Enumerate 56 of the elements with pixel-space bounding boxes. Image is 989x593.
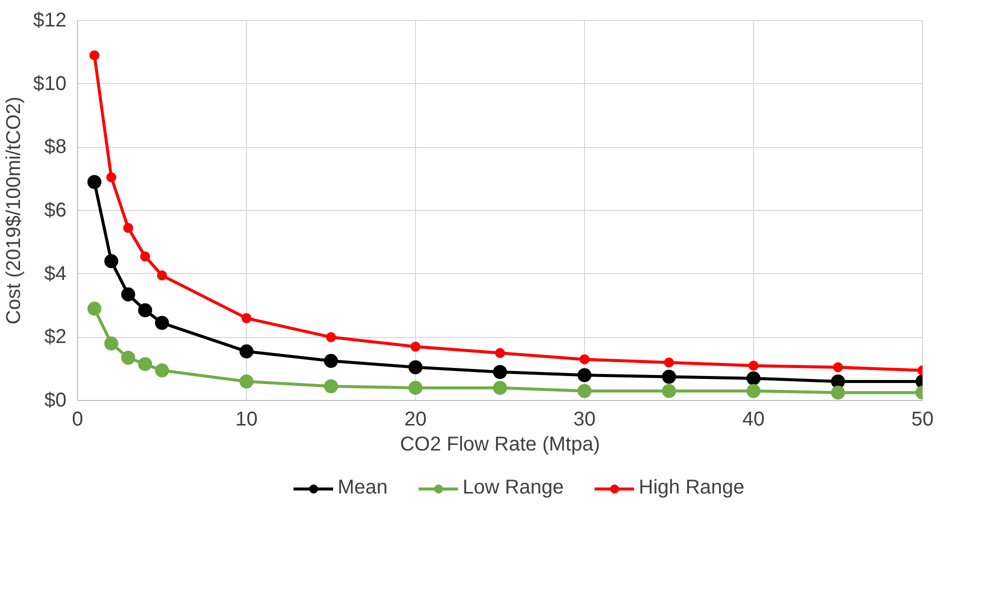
point — [87, 175, 102, 189]
point — [104, 254, 118, 268]
legend-label: High Range — [638, 476, 744, 500]
x-tick-label: 50 — [911, 408, 934, 430]
y-tick-label: $0 — [44, 390, 67, 412]
x-tick-label: 30 — [573, 408, 596, 430]
point — [121, 350, 136, 365]
y-tick-label: $4 — [44, 262, 67, 285]
point — [493, 365, 507, 379]
point — [746, 384, 760, 398]
y-tick-label: $10 — [33, 72, 67, 95]
point — [324, 354, 338, 368]
legend-label: Low Range — [462, 476, 564, 500]
point — [138, 357, 152, 372]
point — [493, 380, 507, 395]
point — [746, 371, 760, 386]
point — [662, 370, 676, 384]
x-tick-label: 10 — [235, 408, 258, 430]
point — [155, 363, 169, 378]
point — [106, 172, 116, 182]
point — [495, 348, 505, 358]
point — [89, 50, 100, 60]
y-tick-label: $12 — [33, 10, 67, 32]
point — [121, 287, 136, 302]
point — [104, 336, 118, 350]
y-axis-title: Cost (2019$/100mi/tCO2) — [3, 96, 26, 324]
x-tick-label: 0 — [72, 408, 84, 430]
y-tick-label: $6 — [44, 200, 67, 222]
point — [324, 379, 338, 394]
point — [664, 358, 674, 368]
x-tick-label: 20 — [404, 408, 427, 430]
point — [155, 316, 169, 330]
point — [748, 360, 758, 371]
x-tick-label: 40 — [742, 408, 765, 430]
point — [831, 386, 845, 400]
point — [87, 302, 102, 316]
point — [580, 354, 590, 364]
point — [662, 384, 676, 398]
x-axis-title: CO2 Flow Rate (Mtpa) — [400, 434, 600, 456]
point — [138, 303, 152, 318]
point — [123, 222, 134, 233]
point — [410, 342, 420, 352]
point — [242, 313, 252, 324]
point — [326, 332, 336, 342]
point — [578, 368, 592, 382]
y-tick-label: $2 — [44, 326, 67, 348]
y-tick-label: $8 — [44, 136, 67, 158]
point — [408, 360, 422, 374]
point — [408, 380, 422, 395]
point — [833, 362, 843, 372]
point — [240, 374, 254, 388]
legend-label: Mean — [338, 476, 388, 500]
point — [157, 270, 167, 280]
point — [240, 344, 254, 358]
point — [140, 251, 150, 262]
point — [578, 384, 592, 398]
